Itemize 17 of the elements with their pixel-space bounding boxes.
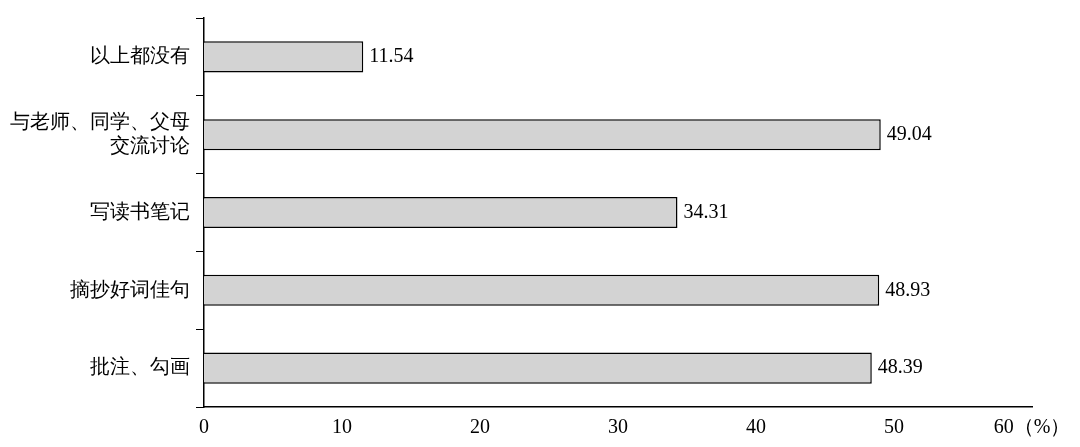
data-label: 48.39 <box>877 355 923 378</box>
x-tick-label: 50 <box>884 415 904 438</box>
y-tick-label: 摘抄好词佳句 <box>70 277 190 300</box>
x-tick-label: 10 <box>332 415 352 438</box>
y-tick-label: 与老师、同学、父母交流讨论 <box>10 109 190 156</box>
x-tick-label: 20 <box>470 415 490 438</box>
y-tick-label: 写读书笔记 <box>90 199 190 222</box>
x-tick-label: 60（%） <box>993 415 1071 438</box>
x-tick-label: 0 <box>199 415 209 438</box>
x-tick-label: 40 <box>746 415 766 438</box>
x-tick-label: 30 <box>608 415 628 438</box>
data-label: 48.93 <box>885 277 931 300</box>
y-tick-label: 以上都没有 <box>90 44 190 67</box>
data-label: 49.04 <box>886 121 932 144</box>
data-label: 11.54 <box>369 44 414 67</box>
data-label: 34.31 <box>683 199 729 222</box>
y-tick-label: 批注、勾画 <box>90 355 190 378</box>
